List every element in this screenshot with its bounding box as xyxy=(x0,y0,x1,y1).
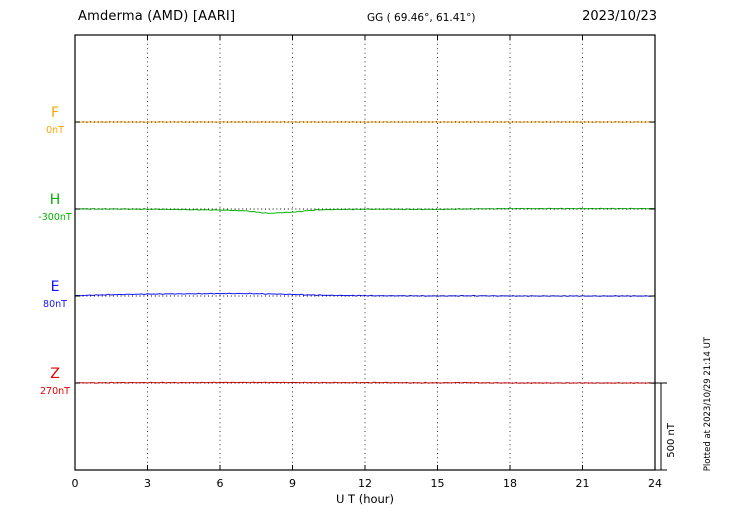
x-tick-label: 3 xyxy=(144,477,151,490)
station-title: Amderma (AMD) [AARI] xyxy=(78,9,236,24)
x-tick-label: 0 xyxy=(71,477,79,490)
series-label-E: E xyxy=(50,279,60,295)
plotted-at-note: Plotted at 2023/10/29 21:14 UT xyxy=(703,336,713,471)
x-tick-label: 6 xyxy=(216,477,224,490)
series-label-H: H xyxy=(49,192,61,208)
series-label-Z: Z xyxy=(50,366,60,382)
series-label-F: F xyxy=(50,105,60,121)
x-axis-label: U T (hour) xyxy=(335,492,395,506)
plot-date: 2023/10/23 xyxy=(582,9,657,24)
x-tick-label: 15 xyxy=(430,477,445,490)
x-tick-label: 24 xyxy=(648,477,662,490)
series-baseline-label-F: 0nT xyxy=(46,125,64,136)
series-baseline-label-Z: 270nT xyxy=(40,386,70,397)
x-tick-label: 12 xyxy=(358,477,372,490)
x-tick-label: 21 xyxy=(575,477,590,490)
x-tick-label: 9 xyxy=(289,477,296,490)
scalebar-label: 500 nT xyxy=(666,423,677,458)
series-baseline-label-E: 80nT xyxy=(43,299,67,310)
series-baseline-label-H: -300nT xyxy=(38,212,72,223)
geographic-coords: GG ( 69.46°, 61.41°) xyxy=(367,12,476,24)
x-tick-label: 18 xyxy=(503,477,517,490)
